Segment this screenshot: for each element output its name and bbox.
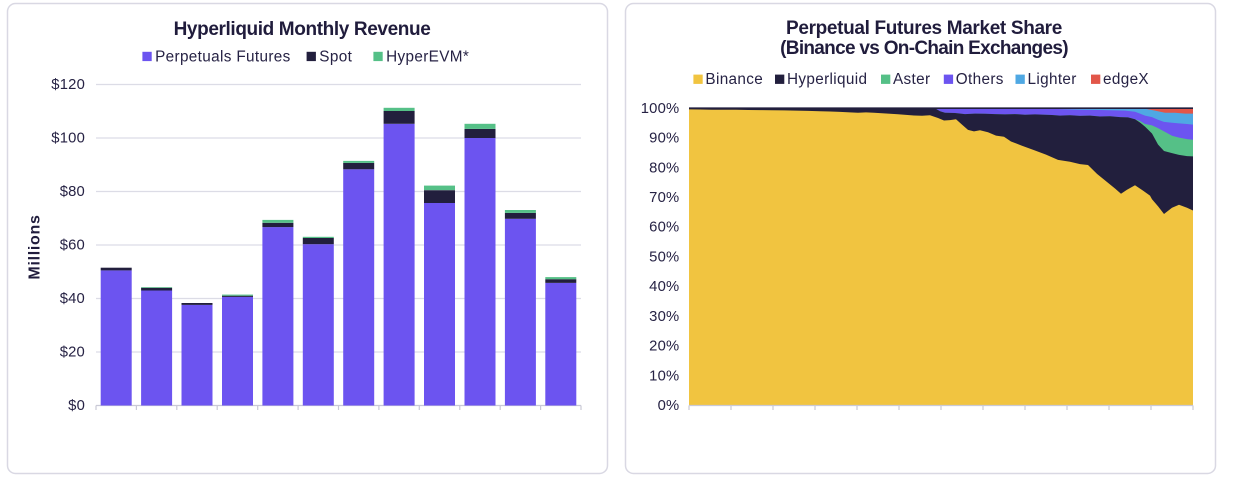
svg-text:Hyperliquid: Hyperliquid — [787, 71, 867, 88]
svg-text:40%: 40% — [649, 279, 679, 295]
svg-text:10%: 10% — [649, 368, 679, 384]
svg-text:Perpetuals Futures: Perpetuals Futures — [155, 48, 291, 65]
svg-text:$80: $80 — [60, 184, 85, 200]
svg-text:80%: 80% — [649, 160, 679, 176]
svg-text:60%: 60% — [649, 220, 679, 236]
svg-text:$40: $40 — [60, 291, 85, 307]
svg-text:edgeX: edgeX — [1103, 71, 1149, 88]
svg-text:$100: $100 — [51, 131, 85, 147]
svg-text:Lighter: Lighter — [1028, 71, 1077, 88]
svg-text:(Binance vs On-Chain Exchanges: (Binance vs On-Chain Exchanges) — [780, 38, 1068, 59]
svg-text:Aster: Aster — [893, 71, 930, 88]
svg-text:100%: 100% — [641, 101, 680, 117]
svg-text:HyperEVM*: HyperEVM* — [386, 48, 469, 65]
svg-text:20%: 20% — [649, 339, 679, 355]
svg-text:Millions: Millions — [27, 214, 44, 279]
svg-text:70%: 70% — [649, 190, 679, 206]
svg-text:Perpetual Futures Market Share: Perpetual Futures Market Share — [786, 18, 1062, 39]
svg-text:Spot: Spot — [319, 48, 352, 65]
svg-text:30%: 30% — [649, 309, 679, 325]
svg-text:$120: $120 — [51, 77, 85, 93]
svg-text:Binance: Binance — [705, 71, 763, 88]
svg-text:90%: 90% — [649, 131, 679, 147]
svg-text:50%: 50% — [649, 250, 679, 266]
svg-text:Others: Others — [956, 71, 1004, 88]
svg-text:0%: 0% — [658, 398, 680, 414]
svg-text:Hyperliquid Monthly Revenue: Hyperliquid Monthly Revenue — [174, 19, 431, 40]
svg-text:$20: $20 — [60, 345, 85, 361]
svg-text:$60: $60 — [60, 238, 85, 254]
svg-text:$0: $0 — [68, 398, 85, 414]
